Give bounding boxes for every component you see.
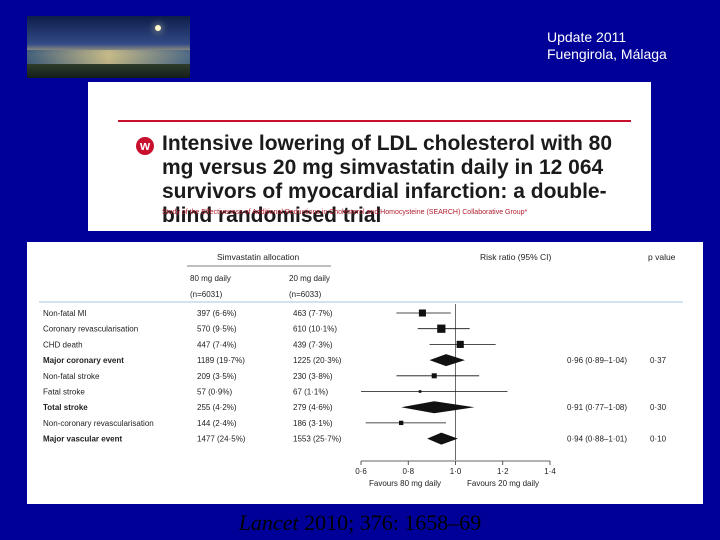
risk-ratio-header: Risk ratio (95% CI): [480, 252, 551, 262]
col-80mg-header: 80 mg daily: [190, 274, 231, 283]
coastal-photo: [27, 16, 190, 78]
row-risk-ratio-ci: 0·91 (0·77–1·08): [567, 403, 627, 412]
row-20mg-count: 1553 (25·7%): [293, 435, 342, 444]
row-p-value: 0·10: [650, 435, 667, 444]
row-80mg-count: 209 (3·5%): [197, 372, 237, 381]
row-20mg-count: 463 (7·7%): [293, 309, 333, 318]
row-80mg-count: 447 (7·4%): [197, 340, 237, 349]
row-80mg-count: 1189 (19·7%): [197, 356, 245, 365]
point-estimate-square: [398, 420, 404, 426]
row-20mg-count: 439 (7·3%): [293, 340, 333, 349]
header-line-2: Fuengirola, Málaga: [547, 46, 667, 62]
row-20mg-count: 279 (4·6%): [293, 403, 333, 412]
row-label: Total stroke: [43, 403, 88, 412]
x-axis-tick-label: 1·0: [450, 467, 462, 476]
row-label: Coronary revascularisation: [43, 325, 138, 334]
row-80mg-count: 1477 (24·5%): [197, 435, 246, 444]
red-divider: [118, 120, 631, 122]
row-80mg-count: 57 (0·9%): [197, 388, 232, 397]
article-title: Intensive lowering of LDL cholesterol wi…: [162, 132, 613, 227]
row-20mg-count: 610 (10·1%): [293, 325, 337, 334]
citation: Lancet 2010; 376: 1658–69: [0, 510, 720, 536]
row-80mg-count: 144 (2·4%): [197, 419, 237, 428]
lancet-w-icon: w: [136, 137, 154, 155]
row-risk-ratio-ci: 0·94 (0·88–1·01): [567, 435, 627, 444]
row-label: CHD death: [43, 340, 83, 349]
point-estimate-square: [418, 309, 426, 317]
x-axis-tick-label: 1·2: [497, 467, 509, 476]
summary-diamond: [427, 432, 458, 445]
x-axis-tick-label: 0·8: [402, 467, 414, 476]
allocation-header: Simvastatin allocation: [217, 252, 299, 262]
col-80mg-n: (n=6031): [190, 290, 223, 299]
header-line-1: Update 2011: [547, 29, 627, 45]
col-20mg-n: (n=6033): [289, 290, 322, 299]
row-20mg-count: 1225 (20·3%): [293, 356, 342, 365]
row-label: Non-coronary revascularisation: [43, 419, 154, 428]
citation-journal: Lancet: [238, 510, 299, 535]
row-risk-ratio-ci: 0·96 (0·89–1·04): [567, 356, 627, 365]
row-20mg-count: 67 (1·1%): [293, 388, 328, 397]
row-label: Non-fatal stroke: [43, 372, 100, 381]
point-estimate-square: [437, 324, 446, 333]
shoreline: [27, 64, 190, 78]
x-axis-tick-label: 0·6: [355, 467, 367, 476]
row-label: Major vascular event: [43, 435, 122, 444]
moon: [155, 25, 161, 31]
row-label: Fatal stroke: [43, 388, 85, 397]
forest-plot-panel: Simvastatin allocation 80 mg daily (n=60…: [27, 242, 703, 504]
point-estimate-square: [456, 340, 464, 348]
row-p-value: 0·37: [650, 356, 667, 365]
p-value-header: p value: [648, 252, 676, 262]
point-estimate-square: [431, 373, 437, 379]
row-20mg-count: 230 (3·8%): [293, 372, 333, 381]
row-20mg-count: 186 (3·1%): [293, 419, 333, 428]
favours-80mg-label: Favours 80 mg daily: [369, 479, 441, 488]
header-block: Update 2011 Fuengirola, Málaga: [547, 29, 667, 63]
row-label: Major coronary event: [43, 356, 124, 365]
summary-diamond: [429, 354, 465, 367]
citation-reference: 2010; 376: 1658–69: [298, 510, 482, 535]
x-axis-tick-label: 1·4: [544, 467, 556, 476]
row-80mg-count: 255 (4·2%): [197, 403, 237, 412]
row-80mg-count: 570 (9·5%): [197, 325, 237, 334]
article-title-box: w Intensive lowering of LDL cholesterol …: [88, 82, 651, 231]
sea-reflection: [27, 50, 190, 66]
summary-diamond: [401, 401, 475, 414]
article-authors: Study of the Effectiveness of Additional…: [162, 209, 528, 216]
point-estimate-square: [418, 390, 422, 393]
row-80mg-count: 397 (6·6%): [197, 309, 237, 318]
row-p-value: 0·30: [650, 403, 667, 412]
forest-plot: Simvastatin allocation 80 mg daily (n=60…: [39, 252, 683, 488]
col-20mg-header: 20 mg daily: [289, 274, 330, 283]
favours-20mg-label: Favours 20 mg daily: [467, 479, 539, 488]
row-label: Non-fatal MI: [43, 309, 87, 318]
